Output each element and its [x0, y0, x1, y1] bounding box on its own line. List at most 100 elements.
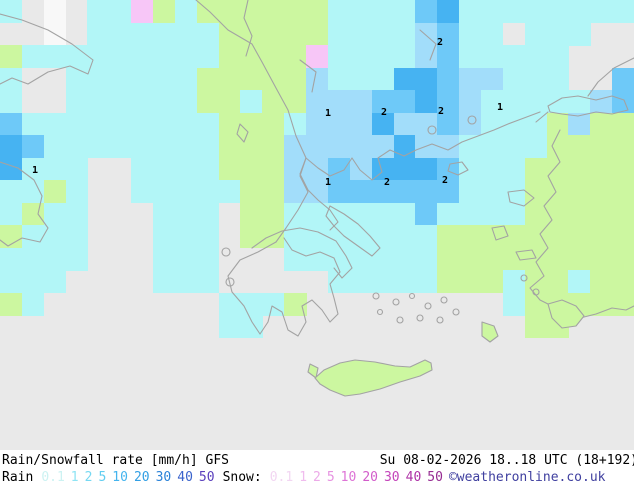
grid-cell [87, 135, 110, 159]
grid-cell [262, 180, 285, 204]
grid-cell [349, 90, 373, 114]
grid-cell [371, 135, 395, 159]
grid-cell [174, 225, 198, 249]
grid-cell [153, 135, 176, 159]
grid-cell [524, 45, 548, 69]
grid-cell [480, 270, 504, 294]
grid-cell [568, 180, 591, 204]
grid-cell [327, 0, 351, 24]
island-cyclades-7 [416, 314, 424, 322]
grid-cell [153, 45, 176, 69]
grid-cell [262, 45, 285, 69]
grid-cell [371, 180, 395, 204]
grid-cell [371, 247, 395, 271]
grid-cell [43, 135, 67, 159]
grid-cell [590, 90, 613, 114]
grid-cell [480, 247, 504, 271]
grid-cell [415, 270, 438, 294]
grid-cell [240, 112, 263, 136]
grid-cell [240, 45, 263, 69]
grid-cell [174, 202, 198, 226]
grid-cell [262, 0, 285, 24]
grid-cell [371, 0, 395, 24]
grid-cell [306, 247, 329, 271]
grid-cell [502, 157, 526, 181]
grid-cell [109, 22, 132, 46]
legend-scale-row: Rain 0.1 1 2 5 10 20 30 40 50 Snow: 0.1 1 2 5 10 20 30… [0, 470, 634, 486]
scale-value: 2 [84, 470, 93, 485]
grid-cell [284, 90, 307, 114]
grid-cell [87, 112, 110, 136]
grid-cell [568, 202, 591, 226]
grid-cell [240, 22, 263, 46]
grid-cell [21, 180, 45, 204]
grid-cell [393, 67, 416, 91]
precip-value-label: 2 [381, 107, 388, 118]
grid-cell [371, 270, 395, 294]
grid-cell [524, 315, 548, 339]
grid-cell [0, 292, 23, 316]
scale-value: 30 [383, 470, 400, 485]
grid-cell [196, 247, 220, 271]
grid-cell [546, 292, 569, 316]
grid-cell [349, 22, 373, 46]
grid-cell [415, 0, 438, 24]
grid-cell [568, 22, 591, 46]
grid-cell [546, 45, 569, 69]
grid-cell [306, 90, 329, 114]
grid-cell [43, 112, 67, 136]
grid-cell [218, 0, 242, 24]
scale-value: 5 [326, 470, 335, 485]
grid-cell [21, 135, 45, 159]
grid-cell [480, 180, 504, 204]
scale-value: 10 [340, 470, 357, 485]
grid-cell [612, 0, 634, 24]
grid-cell [415, 180, 438, 204]
grid-cell [393, 135, 416, 159]
grid-cell [43, 247, 67, 271]
grid-cell [196, 112, 220, 136]
grid-cell [349, 157, 373, 181]
grid-cell [87, 90, 110, 114]
grid-cell [590, 157, 613, 181]
grid-cell [153, 22, 176, 46]
grid-cell [393, 45, 416, 69]
grid-cell [480, 90, 504, 114]
grid-cell [349, 135, 373, 159]
grid-cell [546, 247, 569, 271]
grid-cell [612, 180, 634, 204]
grid-cell [109, 45, 132, 69]
scale-value: 0.1 [41, 470, 65, 485]
grid-cell [0, 225, 23, 249]
grid-cell [306, 202, 329, 226]
grid-cell [459, 135, 482, 159]
grid-cell [306, 22, 329, 46]
grid-cell [459, 202, 482, 226]
grid-cell [612, 67, 634, 91]
grid-cell [415, 112, 438, 136]
grid-cell [393, 225, 416, 249]
grid-cell [612, 135, 634, 159]
grid-cell [437, 202, 460, 226]
grid-cell [524, 112, 548, 136]
grid-cell [546, 315, 569, 339]
grid-cell [218, 22, 242, 46]
rain-scale-label: Rain [2, 470, 34, 485]
copyright-link[interactable]: ©weatheronline.co.uk [448, 470, 606, 485]
grid-cell [393, 202, 416, 226]
scale-value: 1 [299, 470, 308, 485]
scale-value: 20 [362, 470, 378, 485]
grid-cell [415, 247, 438, 271]
grid-cell [459, 45, 482, 69]
grid-cell [480, 225, 504, 249]
grid-cell [415, 67, 438, 91]
grid-cell [349, 225, 373, 249]
grid-cell [218, 112, 242, 136]
grid-cell [502, 247, 526, 271]
grid-cell [21, 112, 45, 136]
grid-cell [240, 292, 263, 316]
grid-cell [174, 45, 198, 69]
grid-cell [568, 157, 591, 181]
precip-value-label: 1 [325, 177, 332, 188]
grid-cell [196, 0, 220, 24]
